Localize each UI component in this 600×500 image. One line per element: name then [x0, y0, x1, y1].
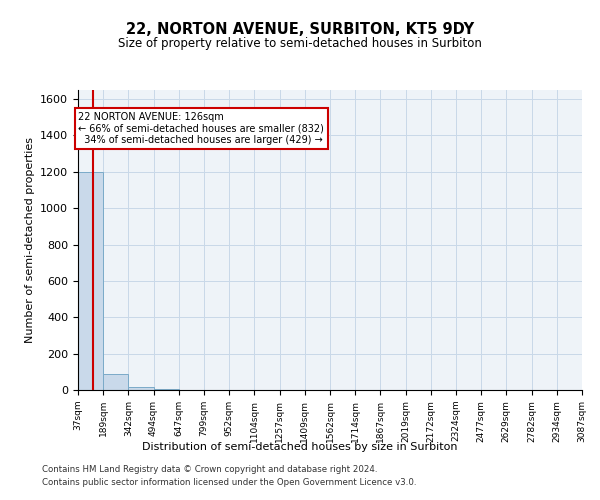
- Text: 22 NORTON AVENUE: 126sqm
← 66% of semi-detached houses are smaller (832)
  34% o: 22 NORTON AVENUE: 126sqm ← 66% of semi-d…: [79, 112, 325, 145]
- Text: Size of property relative to semi-detached houses in Surbiton: Size of property relative to semi-detach…: [118, 38, 482, 51]
- Text: Distribution of semi-detached houses by size in Surbiton: Distribution of semi-detached houses by …: [142, 442, 458, 452]
- Y-axis label: Number of semi-detached properties: Number of semi-detached properties: [25, 137, 35, 343]
- Text: Contains public sector information licensed under the Open Government Licence v3: Contains public sector information licen…: [42, 478, 416, 487]
- Text: Contains HM Land Registry data © Crown copyright and database right 2024.: Contains HM Land Registry data © Crown c…: [42, 466, 377, 474]
- Text: 22, NORTON AVENUE, SURBITON, KT5 9DY: 22, NORTON AVENUE, SURBITON, KT5 9DY: [126, 22, 474, 38]
- Bar: [128, 388, 154, 390]
- Bar: [103, 374, 128, 390]
- Bar: [78, 172, 103, 390]
